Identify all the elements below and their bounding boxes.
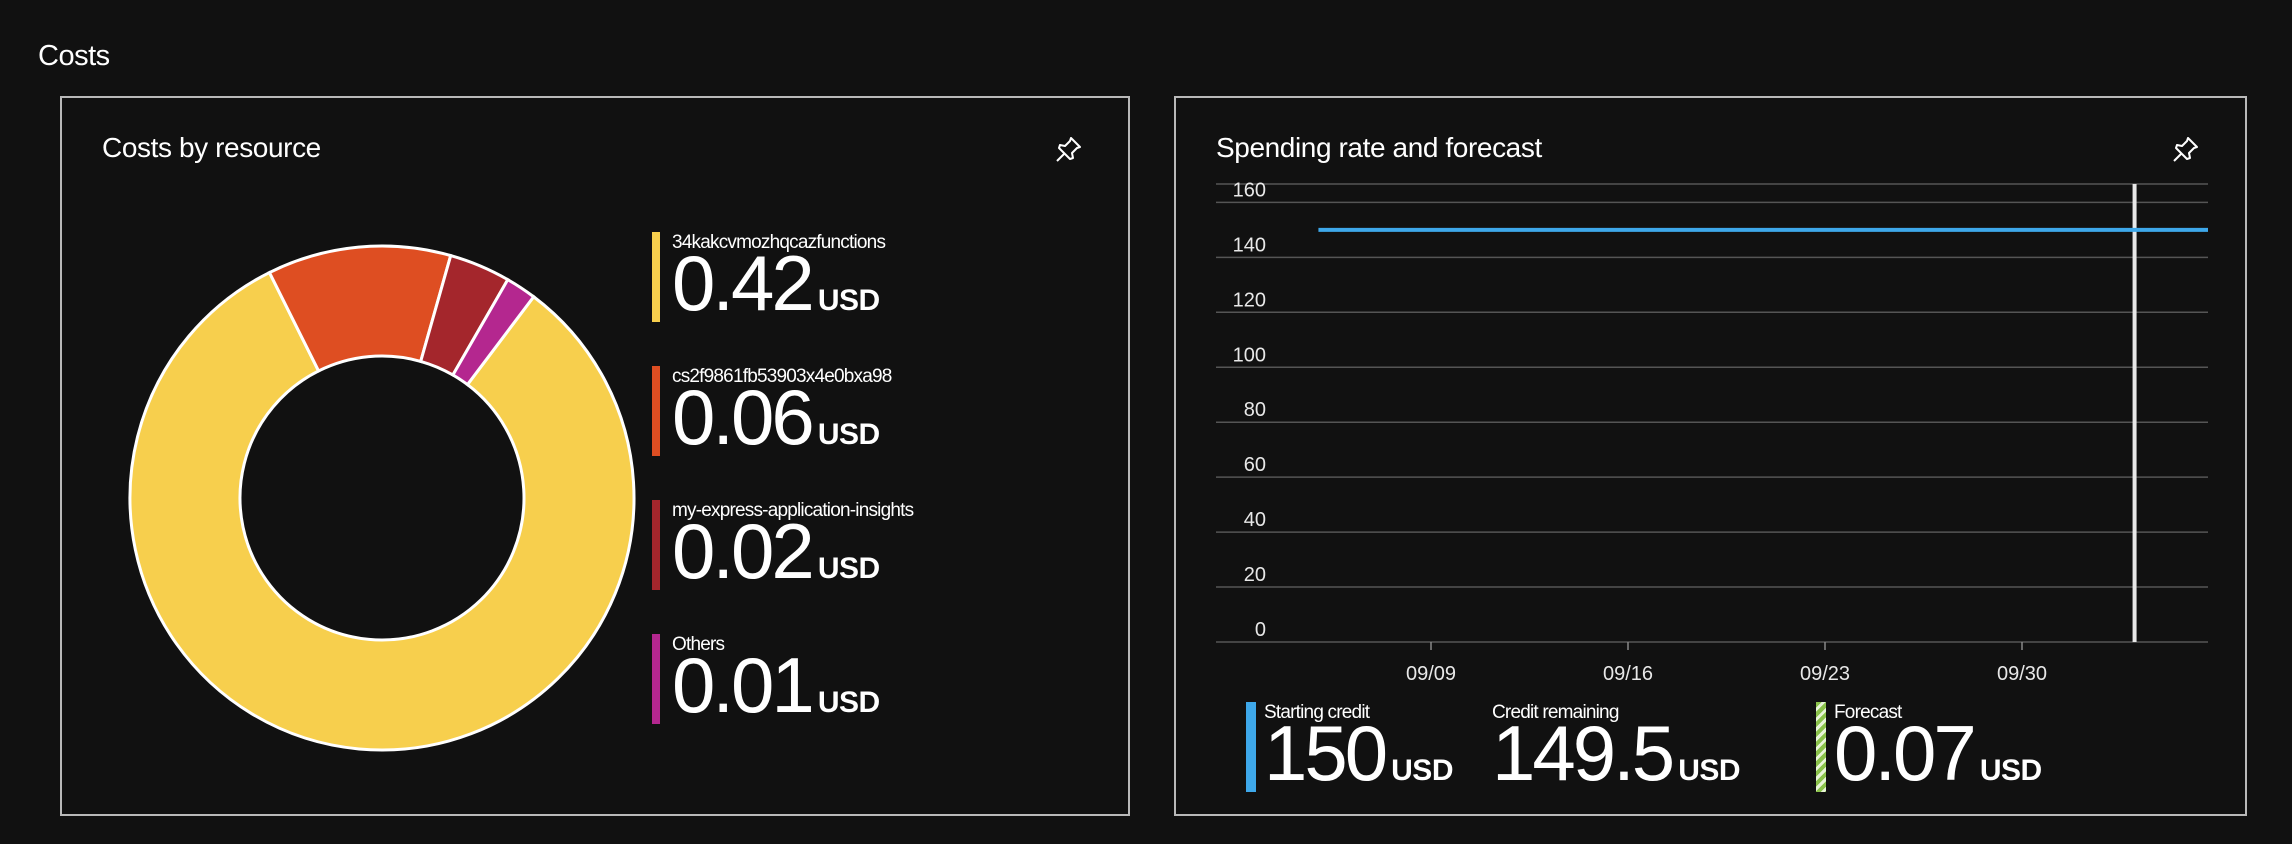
legend-value: 0.01 USD xyxy=(672,646,913,743)
legend-name: Others xyxy=(672,634,725,655)
y-tick-label: 160 xyxy=(1233,179,1266,201)
kpi-color-bar xyxy=(1246,702,1256,792)
y-tick-label: 60 xyxy=(1244,454,1266,476)
legend-item: my-express-application-insights 0.02 USD xyxy=(652,500,914,634)
donut-chart xyxy=(128,244,636,752)
legend-color-bar xyxy=(652,232,660,322)
kpi-amount: 150 xyxy=(1264,709,1388,797)
kpi-label: Credit remaining xyxy=(1492,702,1619,723)
kpi-label: Starting credit xyxy=(1264,702,1370,723)
y-tick-label: 120 xyxy=(1233,289,1266,311)
currency-unit: USD xyxy=(817,552,880,585)
legend: 34kakcvmozhqcazfunctions 0.42 USD cs2f986… xyxy=(652,232,914,768)
kpi-value: 150 USD xyxy=(1264,714,1453,809)
legend-name: 34kakcvmozhqcazfunctions xyxy=(672,232,886,253)
legend-name: my-express-application-insights xyxy=(672,500,914,521)
y-tick-label: 20 xyxy=(1244,564,1266,586)
cost-amount: 0.02 xyxy=(672,507,815,595)
x-tick-label: 09/23 xyxy=(1800,663,1850,685)
spending-line-chart: 0 20 40 60 80 100 120 140 160 09/09 09/16 09/23 09/3… xyxy=(1216,179,2208,685)
legend-color-bar xyxy=(652,500,660,590)
pin-icon[interactable] xyxy=(2171,134,2201,164)
costs-by-resource-card: Costs by resource 34kakcvmozhqcazfunctio… xyxy=(60,96,1130,816)
pin-icon[interactable] xyxy=(1054,134,1084,164)
currency-unit: USD xyxy=(1391,754,1453,787)
kpi-amount: 149.5 xyxy=(1492,709,1675,797)
legend-color-bar xyxy=(652,634,660,724)
cost-amount: 0.42 xyxy=(672,239,815,327)
legend-value: 0.06 USD xyxy=(672,378,913,475)
slice-others[interactable] xyxy=(450,277,536,387)
legend-name: cs2f9861fb53903x4e0bxa98 xyxy=(672,366,892,387)
kpi-label: Forecast xyxy=(1834,702,1902,723)
kpi-color-bar xyxy=(1816,702,1826,792)
card-title: Spending rate and forecast xyxy=(1216,132,1542,163)
y-tick-label: 140 xyxy=(1233,234,1266,256)
cost-amount: 0.01 xyxy=(672,641,815,729)
currency-unit: USD xyxy=(817,284,880,317)
card-title: Costs by resource xyxy=(102,132,321,163)
y-tick-label: 80 xyxy=(1244,399,1266,421)
slice-functions[interactable] xyxy=(128,270,636,752)
currency-unit: USD xyxy=(1979,754,2042,787)
legend-item: Others 0.01 USD xyxy=(652,634,913,768)
y-tick-label: 100 xyxy=(1233,344,1266,366)
currency-unit: USD xyxy=(817,418,880,451)
y-tick-label: 0 xyxy=(1255,619,1266,641)
x-tick-label: 09/16 xyxy=(1603,663,1653,685)
x-tick-label: 09/09 xyxy=(1406,663,1456,685)
legend-color-bar xyxy=(652,366,660,456)
y-tick-label: 40 xyxy=(1244,509,1266,531)
currency-unit: USD xyxy=(1678,754,1741,787)
cost-amount: 0.06 xyxy=(672,373,815,461)
kpi-amount: 0.07 xyxy=(1834,709,1977,797)
legend-item: 34kakcvmozhqcazfunctions 0.42 USD xyxy=(652,232,913,366)
legend-value: 0.42 USD xyxy=(672,244,913,341)
spending-rate-card: Spending rate and forecast 0 20 40 60 80 100 1… xyxy=(1174,96,2247,816)
currency-unit: USD xyxy=(817,686,880,719)
x-tick-label: 09/30 xyxy=(1997,663,2047,685)
legend-item: cs2f9861fb53903x4e0bxa98 0.06 USD xyxy=(652,366,913,500)
legend-value: 0.02 USD xyxy=(672,512,913,609)
kpi-value: 149.5 USD xyxy=(1492,714,1741,809)
kpi-value: 0.07 USD xyxy=(1834,714,2042,809)
section-title: Costs xyxy=(38,40,110,72)
